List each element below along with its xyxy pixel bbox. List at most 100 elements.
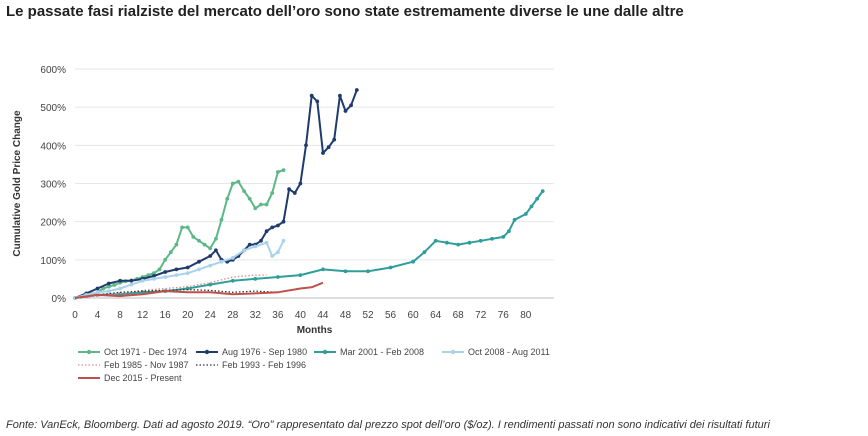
- data-point: [501, 235, 506, 239]
- cumulative-gold-price-chart: 0%100%200%300%400%500%600% 0 4 8 12 16 20 24 28…: [12, 65, 554, 383]
- x-tick-label: 0: [72, 310, 78, 321]
- data-point: [512, 217, 517, 222]
- y-tick-label: 0%: [52, 294, 67, 305]
- series-line: [74, 190, 544, 299]
- data-point: [208, 246, 213, 251]
- data-point: [208, 254, 213, 258]
- data-point: [168, 250, 173, 255]
- data-point: [180, 225, 185, 230]
- data-point: [276, 223, 280, 228]
- legend-item: Feb 1993 - Feb 1996: [196, 360, 306, 370]
- x-tick-label: 28: [227, 310, 239, 321]
- legend-label: Feb 1993 - Feb 1996: [222, 360, 306, 370]
- legend-label: Oct 2008 - Aug 2011: [468, 347, 550, 357]
- data-point: [388, 265, 393, 270]
- data-point: [298, 273, 303, 277]
- legend-label: Oct 1971 - Dec 1974: [104, 347, 187, 357]
- data-point: [259, 202, 263, 207]
- x-tick-label: 48: [340, 310, 352, 321]
- legend-label: Aug 1976 - Sep 1980: [222, 347, 307, 357]
- data-point: [191, 235, 196, 239]
- data-point: [445, 240, 449, 245]
- data-point: [106, 289, 111, 293]
- data-point: [343, 109, 348, 113]
- data-point: [309, 93, 314, 98]
- data-point: [332, 137, 337, 142]
- data-point: [292, 191, 297, 195]
- data-point: [230, 256, 235, 260]
- x-tick-label: 72: [475, 310, 487, 321]
- data-point: [321, 267, 325, 272]
- series-6: [74, 288, 278, 299]
- data-point: [214, 236, 218, 241]
- x-tick-label: 16: [160, 310, 172, 321]
- data-point: [490, 236, 494, 241]
- data-point: [535, 196, 539, 201]
- data-point: [163, 270, 168, 274]
- series-3: [73, 189, 545, 300]
- data-point: [174, 273, 179, 277]
- data-point: [152, 277, 156, 281]
- data-point: [529, 204, 534, 209]
- legend-marker: [322, 349, 328, 355]
- headline: Le passate fasi rialziste del mercato de…: [6, 3, 684, 20]
- data-point: [129, 282, 134, 287]
- data-point: [106, 284, 111, 289]
- x-tick-label: 44: [317, 310, 329, 321]
- data-point: [106, 281, 111, 286]
- y-tick-label: 300%: [40, 180, 66, 191]
- series-2: [73, 88, 359, 300]
- data-point: [276, 170, 280, 174]
- data-point: [247, 242, 252, 247]
- y-tick-label: 500%: [40, 103, 66, 114]
- data-point: [326, 145, 331, 150]
- legend-label: Mar 2001 - Feb 2008: [340, 347, 424, 357]
- data-point: [281, 238, 286, 243]
- data-point: [140, 278, 145, 283]
- gridlines: [75, 68, 554, 261]
- x-tick-label: 80: [520, 310, 532, 321]
- data-point: [253, 206, 258, 211]
- data-point: [185, 271, 190, 276]
- data-point: [276, 275, 280, 279]
- data-point: [214, 248, 218, 253]
- series-7: [74, 281, 324, 299]
- data-point: [118, 286, 122, 291]
- data-point: [129, 278, 134, 283]
- data-point: [174, 242, 179, 247]
- data-point: [253, 244, 258, 249]
- series-4: [73, 238, 286, 300]
- data-point: [523, 212, 528, 216]
- data-point: [298, 181, 303, 186]
- data-point: [264, 202, 269, 207]
- legend-label: Dec 2015 - Present: [104, 373, 182, 383]
- data-point: [242, 189, 247, 194]
- x-tick-label: 20: [182, 310, 194, 321]
- x-tick-label: 32: [250, 310, 262, 321]
- legend-item: Dec 2015 - Present: [78, 373, 182, 383]
- legend-item: Aug 1976 - Sep 1980: [196, 347, 307, 357]
- legend-item: Mar 2001 - Feb 2008: [314, 347, 424, 357]
- x-tick-label: 24: [205, 310, 217, 321]
- data-point: [270, 254, 275, 258]
- data-point: [264, 240, 269, 245]
- data-point: [247, 196, 252, 201]
- legend-item: Feb 1985 - Nov 1987: [78, 360, 189, 370]
- data-point: [225, 196, 230, 201]
- data-point: [478, 238, 483, 243]
- data-point: [253, 277, 258, 281]
- series-line: [74, 288, 278, 299]
- legend-item: Oct 1971 - Dec 1974: [78, 347, 187, 357]
- data-point: [281, 219, 286, 224]
- data-point: [507, 229, 511, 234]
- data-point: [197, 238, 201, 243]
- data-point: [270, 225, 275, 230]
- data-point: [366, 269, 370, 274]
- data-point: [276, 250, 280, 255]
- data-point: [411, 259, 415, 264]
- x-tick-label: 4: [95, 310, 101, 321]
- data-point: [152, 274, 156, 278]
- data-point: [163, 275, 168, 279]
- x-axis-label: Months: [297, 325, 333, 336]
- data-point: [338, 93, 342, 98]
